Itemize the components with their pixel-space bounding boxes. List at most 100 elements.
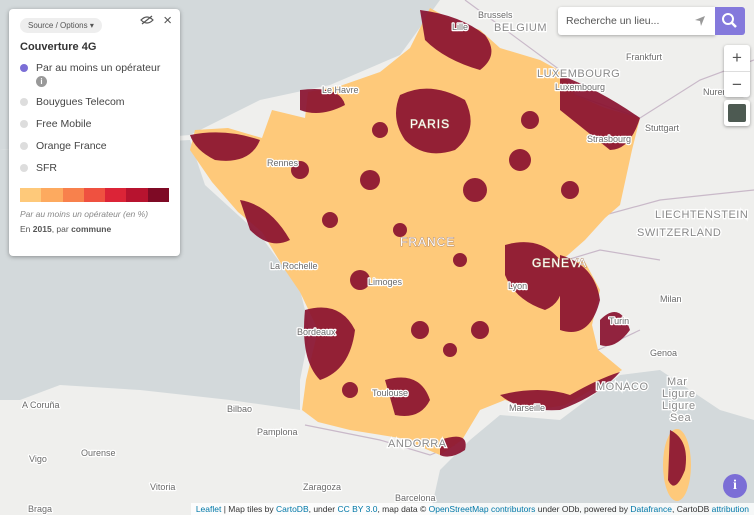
radio — [20, 98, 28, 106]
search-button[interactable] — [715, 7, 745, 35]
place-label: Marseille — [509, 403, 545, 413]
place-label: Frankfurt — [626, 52, 663, 62]
footnote: En 2015, par commune — [20, 224, 169, 234]
zoom-in[interactable]: + — [732, 48, 742, 67]
icon-part — [83, 188, 106, 202]
place-label: A Coruña — [22, 400, 60, 410]
attribution-link[interactable]: CartoDB — [276, 504, 309, 514]
coverage-cluster — [385, 377, 430, 416]
place-label: Luxembourg — [555, 82, 605, 92]
place-label: Bilbao — [227, 404, 252, 414]
coverage-cluster — [500, 372, 620, 411]
place-labels: Brussels BELGIUM Lille Frankfurt LUXEMBO… — [21, 9, 750, 515]
info-button[interactable]: i — [723, 474, 747, 498]
source-options-button[interactable]: Source / Options ▾ — [20, 18, 102, 33]
info-icon[interactable]: i — [36, 76, 47, 87]
sea-label: Mar — [667, 376, 687, 388]
place-label: Bordeaux — [297, 327, 336, 337]
coverage-cluster — [322, 212, 338, 228]
option[interactable]: SFR — [20, 162, 169, 184]
coverage-cluster — [304, 307, 355, 380]
coverage-cluster — [190, 132, 260, 161]
place-label: Milan — [660, 294, 682, 304]
icon-part — [20, 188, 42, 202]
place-label: La Rochelle — [270, 261, 318, 271]
icon-part — [141, 15, 153, 25]
place-label: Ourense — [81, 448, 116, 458]
coverage-cluster — [350, 270, 370, 290]
coverage-cluster — [411, 321, 429, 339]
footnote-text: , par — [51, 224, 72, 234]
button-label: Source / Options — [28, 21, 88, 30]
radio — [20, 142, 28, 150]
visibility-icon[interactable] — [140, 15, 154, 25]
coverage-cluster — [463, 178, 487, 202]
place-label: Lille — [452, 22, 468, 32]
coverage-cluster — [509, 149, 531, 171]
place-label: Strasbourg — [587, 134, 631, 144]
icon-part — [722, 13, 734, 25]
locate-icon[interactable] — [695, 16, 705, 26]
option-label: Bouygues Telecom — [36, 96, 125, 108]
attribution: Leaflet | Map tiles by CartoDB, under CC… — [190, 503, 754, 515]
search-icon — [722, 13, 737, 28]
option[interactable]: Orange France — [20, 140, 169, 162]
sea-label: Ligure — [662, 388, 696, 400]
icon-part — [147, 188, 169, 202]
option-label: Orange France — [36, 140, 107, 152]
close-button[interactable]: × — [163, 12, 172, 29]
attribution-text: | Map tiles by — [221, 504, 277, 514]
coverage-cluster — [521, 111, 539, 129]
search-placeholder: Recherche un lieu... — [566, 15, 660, 27]
zoom-out[interactable]: − — [724, 71, 750, 98]
sea-label: Sea — [670, 412, 691, 424]
place-label: Vigo — [29, 454, 47, 464]
coverage-cluster — [393, 223, 407, 237]
coverage-cluster — [300, 89, 345, 114]
attribution-text: , under — [308, 504, 338, 514]
place-label: Braga — [28, 504, 52, 514]
attribution-link[interactable]: attribution — [711, 504, 749, 514]
option[interactable]: Bouygues Telecom — [20, 96, 169, 118]
options-panel: Source / Options ▾ × Couverture 4G Par a… — [9, 9, 180, 256]
country-label: MONACO — [596, 381, 649, 393]
country-label: ANDORRA — [388, 438, 447, 450]
footnote-year: 2015 — [32, 224, 52, 234]
icon-part — [731, 22, 737, 28]
icon-part — [41, 188, 63, 202]
coverage-cluster — [561, 181, 579, 199]
coverage-cluster — [440, 436, 466, 457]
place-label: Barcelona — [395, 493, 436, 503]
country-label: LUXEMBOURG — [537, 68, 620, 80]
option-label: Par au moins un opérateur — [36, 62, 161, 74]
attribution-link[interactable]: OpenStreetMap contributors — [428, 504, 536, 514]
coverage-cluster — [291, 161, 309, 179]
coverage-cluster — [560, 255, 600, 332]
panel-title: Couverture 4G — [20, 41, 97, 53]
footnote-text: En — [20, 224, 33, 234]
coverage-cluster — [240, 200, 290, 244]
place-label: Stuttgart — [645, 123, 680, 133]
coverage-cluster — [360, 170, 380, 190]
place-label: Le Havre — [322, 85, 359, 95]
option[interactable]: Par au moins un opérateur i — [20, 62, 169, 87]
coverage-cluster — [668, 430, 686, 486]
radio — [20, 164, 28, 172]
sea-label: Ligure — [662, 400, 696, 412]
search-input[interactable]: Recherche un lieu... — [558, 7, 715, 35]
coverage-cluster — [505, 242, 563, 310]
icon-part — [695, 16, 705, 26]
option[interactable]: Free Mobile — [20, 118, 169, 140]
attribution-link[interactable]: Leaflet — [195, 504, 222, 514]
icon-part — [126, 188, 148, 202]
coverage-cluster — [372, 122, 388, 138]
attribution-link[interactable]: CC BY 3.0 — [337, 504, 378, 514]
attribution-link[interactable]: Datafrance — [630, 504, 672, 514]
radio-selected — [20, 64, 28, 72]
attribution-text: , map data © — [377, 504, 429, 514]
place-label: Turin — [609, 316, 629, 326]
layer-switcher[interactable] — [724, 100, 750, 126]
place-label: Genoa — [650, 348, 677, 358]
icon-part — [62, 188, 84, 202]
